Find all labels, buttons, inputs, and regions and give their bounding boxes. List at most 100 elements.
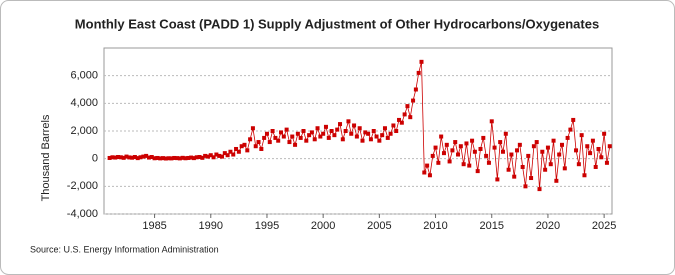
data-point: [124, 154, 129, 159]
data-point: [529, 176, 534, 181]
data-point: [602, 131, 607, 136]
data-point: [338, 122, 343, 127]
data-point: [352, 123, 357, 128]
data-point: [262, 135, 267, 140]
data-point: [385, 135, 390, 140]
data-point: [309, 130, 314, 135]
data-point: [228, 149, 233, 154]
data-point: [439, 134, 444, 139]
data-point: [138, 155, 143, 160]
data-point: [391, 123, 396, 128]
data-point: [116, 155, 121, 160]
data-point: [326, 135, 331, 140]
data-point: [315, 126, 320, 131]
data-point: [118, 155, 123, 160]
data-point: [461, 162, 466, 167]
data-point: [225, 153, 230, 158]
data-point: [197, 155, 202, 160]
data-point: [411, 98, 416, 103]
data-point: [163, 156, 168, 161]
data-point: [484, 153, 489, 158]
data-point: [130, 155, 135, 160]
data-point: [562, 166, 567, 171]
data-point: [492, 145, 497, 150]
data-point: [158, 156, 163, 161]
data-point: [397, 117, 402, 122]
y-tick-label: 6,000: [70, 70, 98, 82]
data-point: [191, 156, 196, 161]
data-point: [287, 140, 292, 145]
data-point: [548, 162, 553, 167]
x-tick-label: 1985: [142, 220, 166, 232]
data-point: [166, 156, 171, 161]
data-point: [253, 144, 258, 149]
data-point: [281, 134, 286, 139]
x-tick-label: 2010: [423, 220, 447, 232]
data-point: [456, 152, 461, 157]
data-point: [388, 131, 393, 136]
y-tick-label: 2,000: [70, 125, 98, 137]
data-point: [374, 134, 379, 139]
data-point: [172, 155, 177, 160]
data-point: [180, 155, 185, 160]
data-point: [503, 131, 508, 136]
data-point: [149, 155, 154, 160]
data-point: [436, 160, 441, 165]
data-point: [141, 154, 146, 159]
data-point: [245, 148, 250, 153]
data-point: [402, 112, 407, 117]
data-point: [559, 142, 564, 147]
data-point: [380, 133, 385, 138]
data-point: [267, 140, 272, 145]
data-point: [307, 133, 312, 138]
data-point: [531, 144, 536, 149]
chart-title: Monthly East Coast (PADD 1) Supply Adjus…: [75, 16, 599, 31]
data-point: [113, 155, 118, 160]
data-point: [121, 155, 126, 160]
data-point: [366, 131, 371, 136]
data-point: [551, 138, 556, 143]
data-point: [312, 137, 317, 142]
x-tick-label: 2015: [480, 220, 504, 232]
data-point: [419, 59, 424, 64]
y-tick-label: 4,000: [70, 97, 98, 109]
data-point: [321, 131, 326, 136]
data-point: [472, 149, 477, 154]
data-point: [332, 133, 337, 138]
data-point: [593, 164, 598, 169]
data-point: [588, 151, 593, 156]
data-point: [565, 135, 570, 140]
data-point: [444, 142, 449, 147]
data-point: [295, 131, 300, 136]
data-point: [500, 149, 505, 154]
data-point: [413, 87, 418, 92]
data-point: [506, 167, 511, 172]
data-point: [489, 119, 494, 124]
data-point: [222, 151, 227, 156]
data-point: [604, 160, 609, 165]
data-point: [515, 148, 520, 153]
data-point: [256, 140, 261, 145]
x-tick-label: 2000: [311, 220, 335, 232]
data-point: [495, 177, 500, 182]
data-point: [416, 70, 421, 75]
data-point: [127, 155, 132, 160]
data-point: [175, 156, 180, 161]
data-point: [568, 127, 573, 132]
data-point: [279, 130, 284, 135]
data-point: [135, 156, 140, 161]
data-point: [284, 127, 289, 132]
x-tick-label: 2025: [592, 220, 616, 232]
data-point: [343, 129, 348, 133]
data-point: [545, 145, 550, 150]
data-point: [234, 146, 239, 151]
data-point: [607, 144, 612, 149]
data-point: [144, 153, 149, 158]
data-point: [458, 144, 463, 149]
data-point: [447, 159, 452, 164]
data-point: [155, 155, 160, 160]
data-point: [585, 144, 590, 149]
data-point: [425, 163, 430, 168]
